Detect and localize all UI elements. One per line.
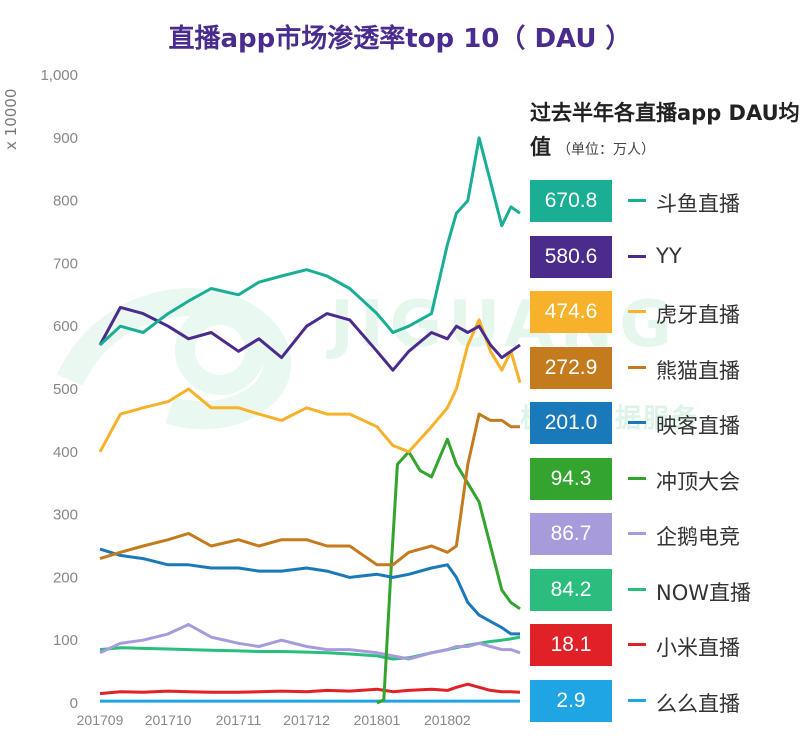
- chart-title: 直播app市场渗透率top 10（ DAU ）: [168, 24, 632, 54]
- y-tick-label: 700: [53, 255, 78, 272]
- legend-series-name: YY: [656, 243, 682, 268]
- legend-item: 272.9 熊猫直播: [530, 346, 800, 389]
- legend-average-value: 580.6: [530, 235, 612, 278]
- legend-item: 670.8 斗鱼直播: [530, 180, 800, 222]
- legend-average-value: 94.3: [530, 457, 612, 500]
- x-tick-label: 201802: [424, 712, 471, 728]
- legend-series-name: 冲顶大会: [656, 469, 740, 494]
- series-line-映客直播: [99, 547, 520, 636]
- x-tick-label: 201709: [77, 712, 124, 728]
- axes: 0 100 200 300 400 500 600 700 800 900 1,000 201709 2…: [40, 67, 470, 728]
- legend-unit-text: （单位：万人）: [557, 142, 655, 158]
- series-layer: [98, 136, 522, 705]
- legend-swatch: [628, 643, 646, 646]
- y-tick-label: 800: [53, 193, 78, 210]
- series-line-斗鱼直播: [98, 136, 521, 347]
- legend-item: 84.2 NOW直播: [530, 568, 800, 611]
- legend-average-value: 2.9: [530, 679, 612, 722]
- y-tick-label: 0: [70, 695, 78, 712]
- legend-series-name: 么么直播: [656, 691, 740, 716]
- legend-item: 18.1 小米直播: [530, 624, 800, 666]
- legend-series-name: NOW直播: [656, 580, 752, 605]
- legend-item: 580.6 YY: [530, 235, 800, 278]
- y-tick-label: 600: [53, 318, 78, 335]
- legend-item: 94.3 冲顶大会: [530, 457, 800, 500]
- legend-series-name: 斗鱼直播: [656, 192, 740, 216]
- y-tick-label: 500: [53, 381, 78, 398]
- legend-series-name: 企鹅电竞: [656, 525, 740, 549]
- watermark-logo: [57, 288, 291, 430]
- y-tick-label: 1,000: [40, 67, 78, 84]
- legend-average-value: 670.8: [530, 180, 612, 222]
- legend-average-value: 84.2: [530, 568, 612, 611]
- legend-swatch: [628, 421, 646, 424]
- legend-item: 2.9 么么直播: [530, 679, 800, 722]
- legend-swatch: [628, 199, 646, 202]
- x-tick-label: 201710: [145, 712, 192, 728]
- series-line-YY: [98, 305, 521, 372]
- y-tick-label: 400: [53, 444, 78, 461]
- legend-average-value: 272.9: [530, 346, 612, 389]
- legend-item: 201.0 映客直播: [530, 402, 800, 444]
- legend-average-value: 201.0: [530, 402, 612, 444]
- legend-average-value: 18.1: [530, 624, 612, 666]
- y-tick-label: 200: [53, 569, 78, 586]
- legend-average-value: 86.7: [530, 513, 612, 555]
- series-line-熊猫直播: [99, 412, 520, 567]
- x-tick-label: 201712: [283, 712, 330, 728]
- legend-swatch: [628, 365, 646, 369]
- legend-series-name: 小米直播: [656, 636, 740, 660]
- x-tick-label: 201801: [354, 712, 401, 728]
- legend-swatch: [628, 532, 646, 535]
- y-tick-label: 900: [53, 130, 78, 147]
- y-tick-label: 300: [53, 507, 78, 524]
- legend-series-name: 熊猫直播: [656, 358, 740, 383]
- legend-average-value: 474.6: [530, 291, 612, 333]
- legend-title-text: 过去半年各直播app DAU均值: [530, 101, 800, 159]
- series-line-小米直播: [99, 682, 521, 696]
- legend-title: 过去半年各直播app DAU均值 （单位：万人）: [530, 96, 800, 167]
- series-line-冲顶大会: [376, 437, 521, 705]
- series-line-企鹅电竞: [99, 623, 521, 661]
- y-tick-label: 100: [53, 632, 78, 649]
- legend-item: 86.7 企鹅电竞: [530, 513, 800, 555]
- legend-swatch: [628, 254, 646, 258]
- legend-item: 474.6 虎牙直播: [530, 291, 800, 333]
- series-line-虎牙直播: [98, 318, 522, 454]
- x-tick-label: 201711: [216, 712, 262, 728]
- legend-series-name: 虎牙直播: [656, 303, 740, 327]
- legend-swatch: [628, 476, 646, 480]
- legend-swatch: [628, 698, 646, 702]
- legend-swatch: [628, 587, 646, 591]
- legend-swatch: [628, 310, 646, 313]
- legend-series-name: 映客直播: [656, 414, 740, 438]
